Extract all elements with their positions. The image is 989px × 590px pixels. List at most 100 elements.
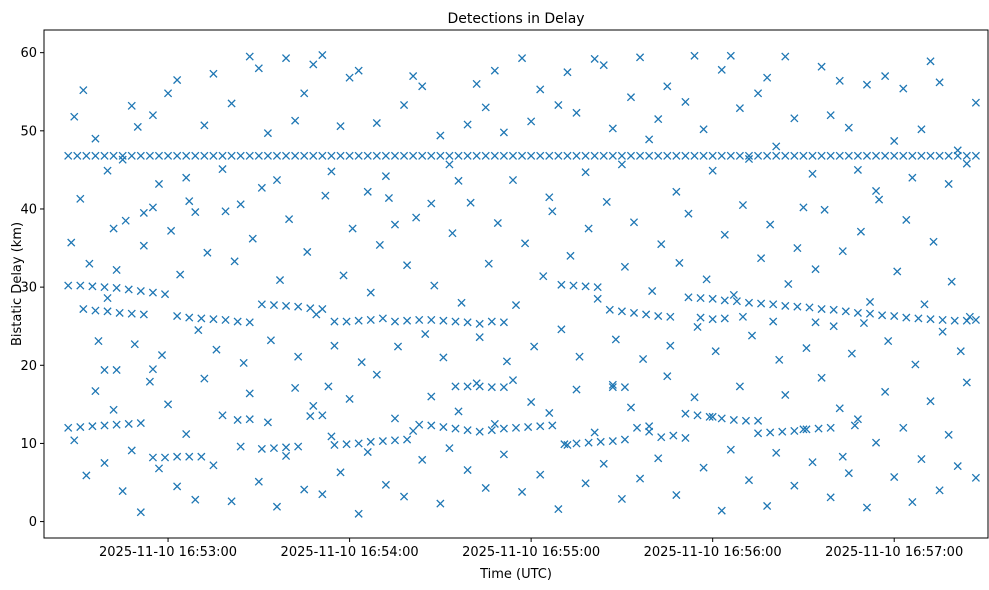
data-point [926,397,935,406]
data-point [136,508,145,517]
data-point [947,277,956,286]
data-point [490,151,499,160]
data-point [112,365,121,375]
data-point [412,213,421,222]
data-point [844,123,853,132]
data-point [403,435,412,444]
data-point [100,151,109,160]
data-point [336,468,345,477]
data-point [690,151,699,160]
data-point [191,151,200,160]
data-point [100,458,109,468]
data-point [902,313,911,322]
data-point [348,224,357,233]
data-point [245,415,254,424]
data-point [865,309,875,318]
data-point [557,325,566,334]
data-point [139,241,148,250]
data-point [103,307,112,316]
plot-frame [43,29,989,539]
data-point [254,151,263,160]
data-point [291,116,300,125]
data-point [690,393,699,402]
data-point [91,151,100,160]
data-point [778,427,787,436]
data-point [263,151,272,160]
data-point [741,416,751,425]
data-point [463,318,472,327]
data-point [708,166,717,175]
data-point [554,100,563,110]
data-point [657,240,666,249]
data-point [163,400,173,409]
data-point [572,439,581,448]
data-point [545,193,554,202]
data-point [209,69,218,78]
data-point [635,151,645,160]
data-point [536,422,545,431]
data-point [693,322,702,332]
data-point [838,452,847,461]
data-point [511,301,521,310]
data-point [154,464,164,473]
data-point [163,89,173,98]
data-point [935,78,944,87]
data-point [793,302,802,311]
data-point [642,310,651,319]
data-point [136,419,145,428]
data-point [899,423,908,432]
data-point [148,111,157,120]
data-point [629,218,639,227]
data-point [300,89,309,98]
data-point [300,485,309,494]
data-point [938,327,947,336]
data-points [64,50,980,518]
data-point [254,64,263,73]
data-point [475,333,484,342]
data-point [148,288,157,297]
data-point [318,50,327,60]
data-point [148,365,157,374]
data-point [200,151,209,160]
data-point [753,429,763,438]
data-point [517,487,527,496]
data-point [499,151,508,160]
data-point [899,151,908,160]
data-point [744,476,754,485]
data-point [390,151,400,160]
data-point [536,470,545,479]
data-point [236,151,245,160]
data-point [557,280,566,289]
data-point [521,239,530,248]
data-point [881,72,890,81]
data-point [581,282,590,291]
data-point [763,151,772,160]
data-point [330,341,339,350]
data-point [354,316,363,325]
data-point [572,151,581,160]
data-point [309,60,318,69]
data-point [91,306,100,315]
data-point [272,502,282,511]
data-point [675,258,684,267]
data-point [599,61,608,70]
data-point [64,281,73,290]
data-point [617,151,626,160]
data-point [372,118,381,128]
data-point [203,248,212,257]
data-point [775,355,784,364]
data-point [793,243,802,253]
y-axis-label: Bistatic Delay (km) [10,222,25,346]
data-point [436,499,445,508]
data-point [669,431,678,440]
data-point [881,387,890,396]
data-point [354,439,363,448]
data-point [185,313,194,322]
data-point [605,305,614,314]
data-point [899,84,908,93]
data-point [590,54,599,63]
data-point [133,122,142,131]
data-point [336,151,345,160]
data-point [817,373,826,382]
data-point [536,151,545,160]
